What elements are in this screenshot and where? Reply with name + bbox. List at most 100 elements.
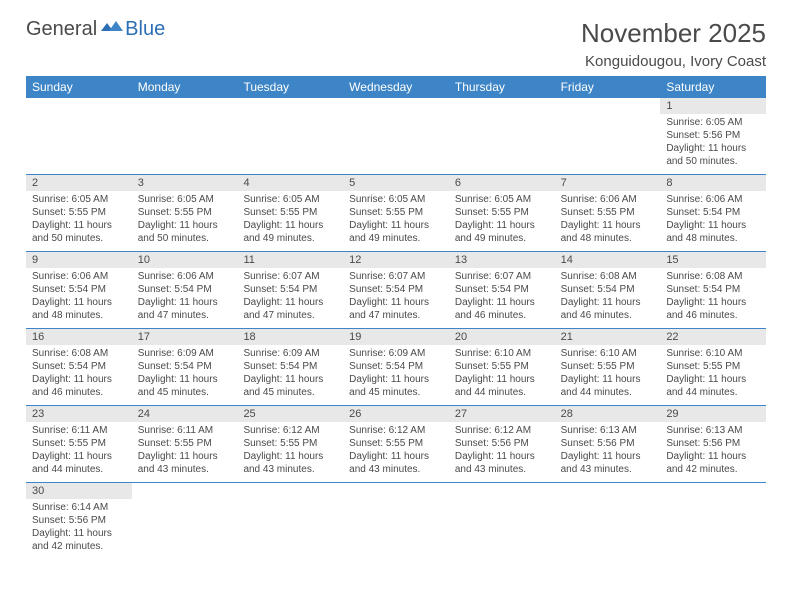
- daylight-line: Daylight: 11 hours and 44 minutes.: [666, 373, 760, 399]
- daylight-line: Daylight: 11 hours and 46 minutes.: [455, 296, 549, 322]
- day-cell: 21Sunrise: 6:10 AMSunset: 5:55 PMDayligh…: [555, 329, 661, 405]
- day-cell: 28Sunrise: 6:13 AMSunset: 5:56 PMDayligh…: [555, 406, 661, 482]
- day-body: Sunrise: 6:10 AMSunset: 5:55 PMDaylight:…: [555, 345, 661, 403]
- sunrise-line: Sunrise: 6:13 AM: [666, 424, 760, 437]
- sunset-line: Sunset: 5:55 PM: [349, 437, 443, 450]
- day-cell: 24Sunrise: 6:11 AMSunset: 5:55 PMDayligh…: [132, 406, 238, 482]
- day-body: Sunrise: 6:05 AMSunset: 5:55 PMDaylight:…: [449, 191, 555, 249]
- sunset-line: Sunset: 5:56 PM: [455, 437, 549, 450]
- sunset-line: Sunset: 5:54 PM: [666, 206, 760, 219]
- sunset-line: Sunset: 5:55 PM: [561, 206, 655, 219]
- day-body: Sunrise: 6:07 AMSunset: 5:54 PMDaylight:…: [449, 268, 555, 326]
- day-number: 23: [26, 406, 132, 422]
- day-body: Sunrise: 6:08 AMSunset: 5:54 PMDaylight:…: [26, 345, 132, 403]
- day-cell-empty: [660, 483, 766, 559]
- day-number: 6: [449, 175, 555, 191]
- day-number: 27: [449, 406, 555, 422]
- sunset-line: Sunset: 5:54 PM: [349, 283, 443, 296]
- day-body: Sunrise: 6:11 AMSunset: 5:55 PMDaylight:…: [26, 422, 132, 480]
- daylight-line: Daylight: 11 hours and 49 minutes.: [455, 219, 549, 245]
- daylight-line: Daylight: 11 hours and 43 minutes.: [455, 450, 549, 476]
- daylight-line: Daylight: 11 hours and 45 minutes.: [349, 373, 443, 399]
- day-cell: 2Sunrise: 6:05 AMSunset: 5:55 PMDaylight…: [26, 175, 132, 251]
- sunset-line: Sunset: 5:55 PM: [349, 206, 443, 219]
- day-body: Sunrise: 6:08 AMSunset: 5:54 PMDaylight:…: [555, 268, 661, 326]
- sunrise-line: Sunrise: 6:10 AM: [666, 347, 760, 360]
- day-body: Sunrise: 6:13 AMSunset: 5:56 PMDaylight:…: [555, 422, 661, 480]
- day-number: 11: [237, 252, 343, 268]
- daylight-line: Daylight: 11 hours and 50 minutes.: [138, 219, 232, 245]
- day-body: Sunrise: 6:05 AMSunset: 5:55 PMDaylight:…: [132, 191, 238, 249]
- daylight-line: Daylight: 11 hours and 42 minutes.: [32, 527, 126, 553]
- day-number: 21: [555, 329, 661, 345]
- sunset-line: Sunset: 5:55 PM: [243, 437, 337, 450]
- daylight-line: Daylight: 11 hours and 48 minutes.: [32, 296, 126, 322]
- title-block: November 2025 Konguidougou, Ivory Coast: [581, 18, 766, 70]
- sunrise-line: Sunrise: 6:12 AM: [455, 424, 549, 437]
- day-cell: 4Sunrise: 6:05 AMSunset: 5:55 PMDaylight…: [237, 175, 343, 251]
- day-cell: 8Sunrise: 6:06 AMSunset: 5:54 PMDaylight…: [660, 175, 766, 251]
- day-cell-empty: [237, 98, 343, 174]
- day-body: Sunrise: 6:09 AMSunset: 5:54 PMDaylight:…: [132, 345, 238, 403]
- day-cell: 5Sunrise: 6:05 AMSunset: 5:55 PMDaylight…: [343, 175, 449, 251]
- day-number: 26: [343, 406, 449, 422]
- sunset-line: Sunset: 5:54 PM: [455, 283, 549, 296]
- day-body: Sunrise: 6:07 AMSunset: 5:54 PMDaylight:…: [343, 268, 449, 326]
- day-body: Sunrise: 6:12 AMSunset: 5:55 PMDaylight:…: [343, 422, 449, 480]
- day-cell: 15Sunrise: 6:08 AMSunset: 5:54 PMDayligh…: [660, 252, 766, 328]
- day-cell: 22Sunrise: 6:10 AMSunset: 5:55 PMDayligh…: [660, 329, 766, 405]
- sunrise-line: Sunrise: 6:08 AM: [561, 270, 655, 283]
- sunset-line: Sunset: 5:54 PM: [32, 283, 126, 296]
- day-cell: 11Sunrise: 6:07 AMSunset: 5:54 PMDayligh…: [237, 252, 343, 328]
- sunset-line: Sunset: 5:54 PM: [138, 283, 232, 296]
- sunset-line: Sunset: 5:54 PM: [561, 283, 655, 296]
- week-row: 16Sunrise: 6:08 AMSunset: 5:54 PMDayligh…: [26, 329, 766, 406]
- day-cell: 25Sunrise: 6:12 AMSunset: 5:55 PMDayligh…: [237, 406, 343, 482]
- sunrise-line: Sunrise: 6:12 AM: [243, 424, 337, 437]
- sunset-line: Sunset: 5:56 PM: [666, 437, 760, 450]
- sunset-line: Sunset: 5:54 PM: [138, 360, 232, 373]
- sunset-line: Sunset: 5:55 PM: [455, 360, 549, 373]
- day-number: 29: [660, 406, 766, 422]
- sunset-line: Sunset: 5:56 PM: [561, 437, 655, 450]
- day-cell-empty: [26, 98, 132, 174]
- sunrise-line: Sunrise: 6:12 AM: [349, 424, 443, 437]
- flag-icon: [101, 18, 123, 41]
- day-body: Sunrise: 6:07 AMSunset: 5:54 PMDaylight:…: [237, 268, 343, 326]
- weekday-header-row: SundayMondayTuesdayWednesdayThursdayFrid…: [26, 76, 766, 98]
- day-cell: 20Sunrise: 6:10 AMSunset: 5:55 PMDayligh…: [449, 329, 555, 405]
- day-cell-empty: [237, 483, 343, 559]
- day-number: 19: [343, 329, 449, 345]
- day-body: Sunrise: 6:12 AMSunset: 5:55 PMDaylight:…: [237, 422, 343, 480]
- day-body: Sunrise: 6:10 AMSunset: 5:55 PMDaylight:…: [449, 345, 555, 403]
- day-cell: 17Sunrise: 6:09 AMSunset: 5:54 PMDayligh…: [132, 329, 238, 405]
- day-number: 25: [237, 406, 343, 422]
- sunset-line: Sunset: 5:55 PM: [455, 206, 549, 219]
- day-body: Sunrise: 6:14 AMSunset: 5:56 PMDaylight:…: [26, 499, 132, 557]
- day-cell: 12Sunrise: 6:07 AMSunset: 5:54 PMDayligh…: [343, 252, 449, 328]
- sunrise-line: Sunrise: 6:13 AM: [561, 424, 655, 437]
- sunset-line: Sunset: 5:55 PM: [243, 206, 337, 219]
- brand-word-1: General: [26, 18, 97, 41]
- day-number: 24: [132, 406, 238, 422]
- day-cell-empty: [449, 483, 555, 559]
- day-body: Sunrise: 6:06 AMSunset: 5:54 PMDaylight:…: [26, 268, 132, 326]
- daylight-line: Daylight: 11 hours and 44 minutes.: [455, 373, 549, 399]
- daylight-line: Daylight: 11 hours and 47 minutes.: [138, 296, 232, 322]
- sunrise-line: Sunrise: 6:06 AM: [32, 270, 126, 283]
- daylight-line: Daylight: 11 hours and 44 minutes.: [32, 450, 126, 476]
- sunrise-line: Sunrise: 6:11 AM: [138, 424, 232, 437]
- day-cell: 23Sunrise: 6:11 AMSunset: 5:55 PMDayligh…: [26, 406, 132, 482]
- sunrise-line: Sunrise: 6:09 AM: [138, 347, 232, 360]
- sunset-line: Sunset: 5:55 PM: [138, 206, 232, 219]
- day-body: Sunrise: 6:05 AMSunset: 5:56 PMDaylight:…: [660, 114, 766, 172]
- week-row: 2Sunrise: 6:05 AMSunset: 5:55 PMDaylight…: [26, 175, 766, 252]
- sunset-line: Sunset: 5:56 PM: [32, 514, 126, 527]
- daylight-line: Daylight: 11 hours and 46 minutes.: [666, 296, 760, 322]
- location-subtitle: Konguidougou, Ivory Coast: [581, 53, 766, 70]
- day-cell: 10Sunrise: 6:06 AMSunset: 5:54 PMDayligh…: [132, 252, 238, 328]
- sunrise-line: Sunrise: 6:05 AM: [349, 193, 443, 206]
- sunrise-line: Sunrise: 6:06 AM: [138, 270, 232, 283]
- weekday-header-cell: Sunday: [26, 76, 132, 98]
- day-body: Sunrise: 6:10 AMSunset: 5:55 PMDaylight:…: [660, 345, 766, 403]
